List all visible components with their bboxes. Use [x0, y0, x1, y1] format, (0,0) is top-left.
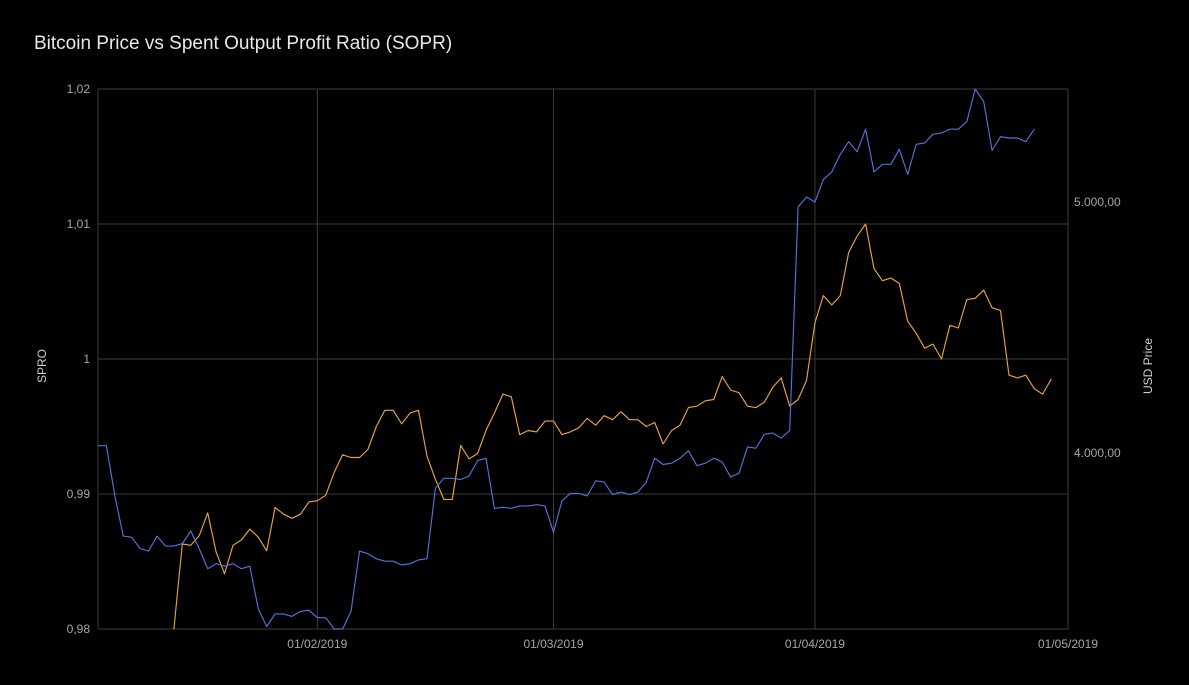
y-right-tick-label: 4.000,00 [1074, 446, 1121, 460]
chart-title: Bitcoin Price vs Spent Output Profit Rat… [34, 33, 453, 54]
y-left-tick-label: 1,01 [67, 217, 91, 231]
y-left-tick-label: 1 [83, 352, 90, 366]
y-axis-left-label: SPRO [35, 349, 49, 383]
x-tick-label: 01/04/2019 [785, 637, 845, 651]
x-tick-label: 01/05/2019 [1038, 637, 1098, 651]
y-left-tick-label: 0,98 [67, 622, 91, 636]
y-axis-right-label: USD Price [1141, 338, 1155, 394]
sopr-series-line [173, 223, 1052, 630]
price-series-line [97, 88, 1035, 630]
x-tick-label: 01/03/2019 [523, 637, 583, 651]
tick-layer: 0,98 0,99 1 1,01 1,02 01/02/2019 01/03/2019 01/… [67, 82, 1121, 651]
y-right-tick-label: 5.000,00 [1074, 195, 1121, 209]
series-layer [97, 88, 1052, 630]
x-tick-label: 01/02/2019 [287, 637, 347, 651]
grid-layer [97, 88, 1069, 630]
y-left-tick-label: 1,02 [67, 82, 91, 96]
y-left-tick-label: 0,99 [67, 487, 91, 501]
